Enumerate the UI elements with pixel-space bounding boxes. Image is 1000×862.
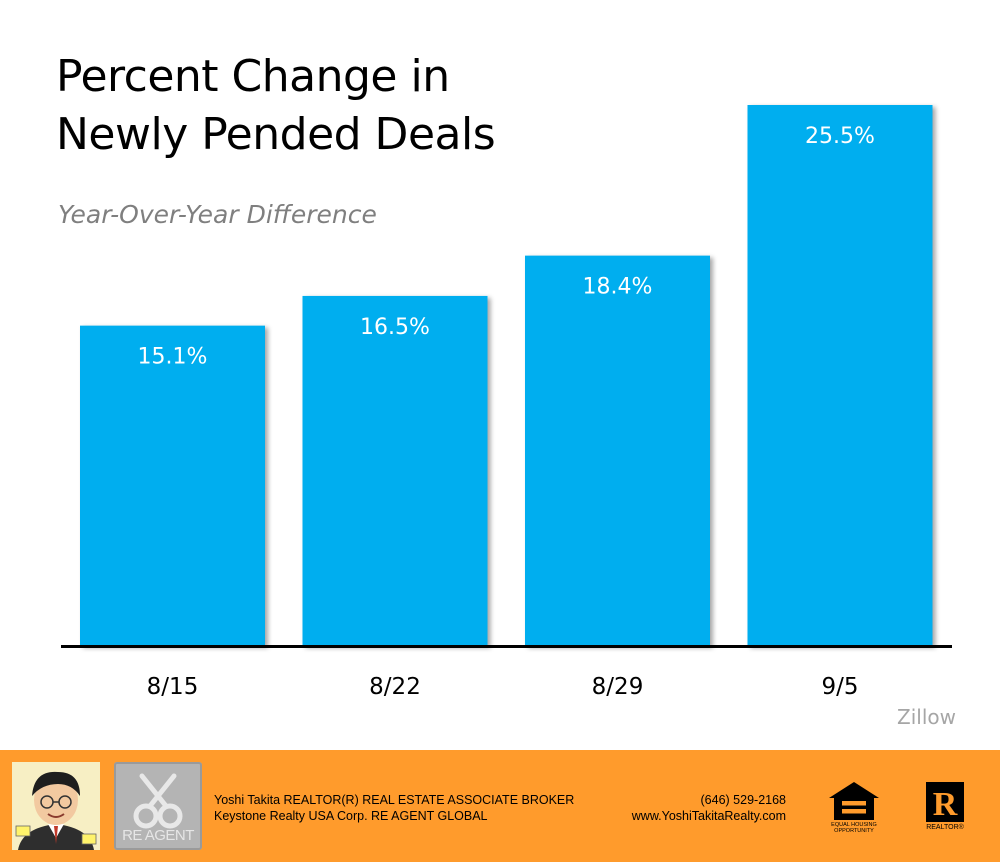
x-tick-label-8-15: 8/15 (147, 674, 199, 700)
footer-banner: RE AGENT Yoshi Takita REALTOR(R) REAL ES… (0, 750, 1000, 862)
equal-housing-icon: EQUAL HOUSING OPPORTUNITY (826, 780, 882, 836)
x-tick-labels: 8/15 8/22 8/29 9/5 (147, 674, 859, 700)
phone-number: (646) 529-2168 (700, 793, 786, 807)
chart-title-line-2: Newly Pended Deals (56, 109, 496, 160)
re-agent-logo-text: RE AGENT (122, 827, 194, 844)
data-label-9-5: 25.5% (805, 124, 875, 149)
bars-layer: 15.1% 16.5% 18.4% 25.5% (80, 105, 933, 646)
x-tick-label-8-29: 8/29 (592, 674, 644, 700)
bar-chart: 15.1% 16.5% 18.4% 25.5% 8/15 8/22 8/29 9/5 (61, 105, 952, 700)
x-tick-label-9-5: 9/5 (821, 674, 858, 700)
svg-text:R: R (933, 786, 958, 823)
bar-8-15 (80, 325, 265, 646)
contact-info: (646) 529-2168 www.YoshiTakitaRealty.com (632, 792, 786, 824)
agent-caricature-avatar (12, 762, 100, 850)
website-link[interactable]: www.YoshiTakitaRealty.com (631, 809, 786, 823)
realtor-icon: R REALTOR® (920, 780, 970, 838)
keys-icon (133, 773, 183, 829)
agent-name-line: Yoshi Takita REALTOR(R) REAL ESTATE ASSO… (214, 793, 575, 807)
chart-subtitle: Year-Over-Year Difference (58, 200, 377, 229)
chart-title-line-1: Percent Change in (56, 51, 450, 102)
agent-info: Yoshi Takita REALTOR(R) REAL ESTATE ASSO… (214, 792, 574, 824)
re-agent-logo: RE AGENT (114, 762, 202, 850)
chart-title: Percent Change in Newly Pended Deals (56, 48, 496, 164)
x-tick-label-8-22: 8/22 (369, 674, 421, 700)
bar-9-5 (747, 105, 933, 646)
data-label-8-29: 18.4% (583, 275, 653, 300)
agent-company-line: Keystone Realty USA Corp. RE AGENT GLOBA… (214, 809, 488, 823)
data-label-8-22: 16.5% (360, 315, 430, 340)
data-label-8-15: 15.1% (138, 345, 208, 370)
bar-8-22 (302, 295, 488, 646)
equal-housing-text: EQUAL HOUSING OPPORTUNITY (831, 822, 877, 834)
source-label: Zillow (897, 705, 956, 729)
realtor-text: REALTOR® (926, 824, 964, 831)
bar-8-29 (525, 255, 710, 646)
